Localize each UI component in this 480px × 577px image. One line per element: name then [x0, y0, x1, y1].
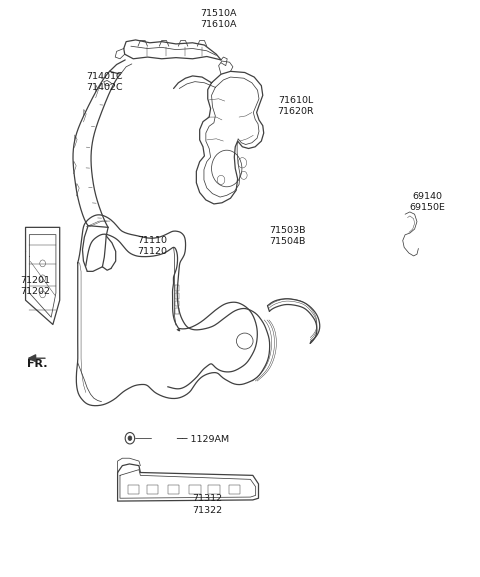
Bar: [175, 285, 179, 291]
Bar: [146, 485, 158, 494]
Text: ── 1129AM: ── 1129AM: [176, 434, 229, 444]
Bar: [128, 485, 139, 494]
Text: 71510A
71610A: 71510A 71610A: [200, 9, 237, 29]
Circle shape: [128, 436, 132, 440]
Bar: [228, 485, 240, 494]
Text: 71201
71202: 71201 71202: [20, 276, 50, 296]
Bar: [189, 485, 201, 494]
Bar: [175, 293, 179, 299]
Bar: [168, 485, 179, 494]
Text: 71401C
71402C: 71401C 71402C: [86, 72, 123, 92]
Text: 69140
69150E: 69140 69150E: [409, 192, 445, 212]
Text: 71110
71120: 71110 71120: [137, 236, 167, 256]
Bar: [175, 308, 179, 314]
Text: 71312
71322: 71312 71322: [192, 494, 223, 515]
Bar: [175, 301, 179, 306]
Bar: [208, 485, 219, 494]
Text: 71610L
71620R: 71610L 71620R: [277, 96, 314, 116]
Text: FR.: FR.: [27, 359, 48, 369]
Text: 71503B
71504B: 71503B 71504B: [269, 226, 306, 246]
